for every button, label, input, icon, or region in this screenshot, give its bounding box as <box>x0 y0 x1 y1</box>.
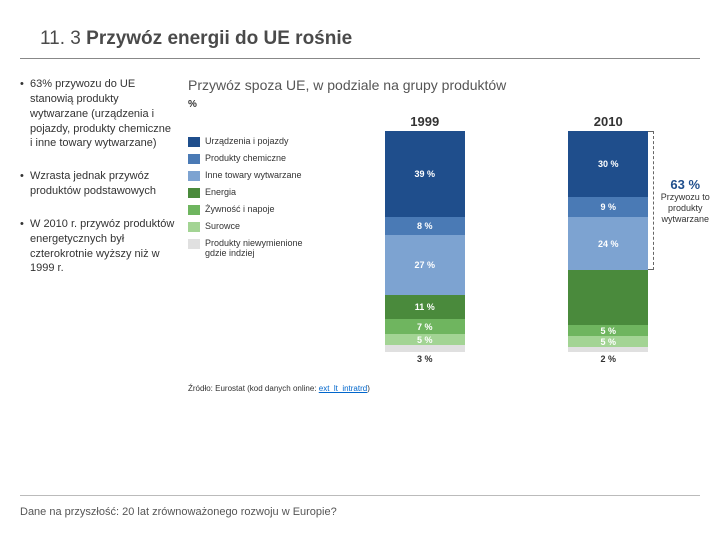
source-link[interactable]: ext_lt_intratrd <box>319 384 367 393</box>
bracket: 63 %Przywozu to produkty wytwarzane <box>648 131 654 270</box>
bullet-list: •63% przywozu do UE stanowią produkty wy… <box>20 77 188 393</box>
source-suffix: ) <box>367 384 370 393</box>
stacked-bar: 30 %9 %24 % 5 %5 % <box>568 131 648 352</box>
bar-segment: 30 % <box>568 131 648 197</box>
year-headers: 1999 2010 <box>333 114 700 129</box>
legend-item: Urządzenia i pojazdy <box>188 136 323 147</box>
title-text: Przywóz energii do UE rośnie <box>86 28 352 49</box>
bar-segment: 9 % <box>568 197 648 217</box>
page-title: 11. 3 Przywóz energii do UE rośnie <box>20 0 700 59</box>
legend-label: Energia <box>205 187 236 197</box>
legend-item: Żywność i napoje <box>188 204 323 215</box>
bar-column-1999: 39 %8 %27 %11 %7 %5 % 3 % <box>385 131 465 364</box>
bullet-text: 63% przywozu do UE stanowią produkty wyt… <box>30 77 176 151</box>
legend-label: Produkty chemiczne <box>205 153 286 163</box>
bar-column-2010: 30 %9 %24 %5 %5 %2 %63 %Przywozu to prod… <box>568 131 648 364</box>
bullet-text: W 2010 r. przywóz produktów energetyczny… <box>30 217 176 276</box>
bar-segment: 8 % <box>385 217 465 235</box>
legend-swatch <box>188 171 200 181</box>
stacked-bar: 39 %8 %27 %11 %7 %5 % <box>385 131 465 352</box>
source-line: Źródło: Eurostat (kod danych online: ext… <box>188 384 700 393</box>
bracket-annotation: 63 %Przywozu to produkty wytwarzane <box>658 177 712 225</box>
legend-swatch <box>188 137 200 147</box>
footer-text: Dane na przyszłość: 20 lat zrównoważoneg… <box>20 495 700 518</box>
legend: Urządzenia i pojazdy Produkty chemiczne In… <box>188 136 323 265</box>
stacked-bars: 39 %8 %27 %11 %7 %5 %3 %30 %9 %24 %5 %5 … <box>333 131 700 368</box>
legend-item: Inne towary wytwarzane <box>188 170 323 181</box>
legend-label: Urządzenia i pojazdy <box>205 136 289 146</box>
year-1999: 1999 <box>385 114 465 129</box>
bar-segment: 39 % <box>385 131 465 217</box>
bottom-label: 3 % <box>417 354 433 364</box>
legend-item: Produkty chemiczne <box>188 153 323 164</box>
bullet-2: •Wzrasta jednak przywóz produktów podsta… <box>20 169 176 199</box>
bar-segment: 11 % <box>385 295 465 319</box>
bar-segment: 24 % <box>568 217 648 270</box>
legend-label: Produkty niewymienione gdzie indziej <box>205 238 323 259</box>
legend-label: Inne towary wytwarzane <box>205 170 302 180</box>
legend-label: Surowce <box>205 221 240 231</box>
legend-item: Produkty niewymienione gdzie indziej <box>188 238 323 259</box>
legend-swatch <box>188 239 200 249</box>
legend-swatch <box>188 188 200 198</box>
bar-segment: 7 % <box>385 319 465 334</box>
bar-segment <box>568 347 648 352</box>
legend-item: Surowce <box>188 221 323 232</box>
y-axis-label: % <box>188 99 700 110</box>
bullet-3: •W 2010 r. przywóz produktów energetyczn… <box>20 217 176 276</box>
title-number: 11. 3 <box>40 28 81 49</box>
bar-segment <box>568 270 648 325</box>
legend-item: Energia <box>188 187 323 198</box>
bar-segment: 27 % <box>385 235 465 295</box>
bar-segment: 5 % <box>385 334 465 345</box>
legend-swatch <box>188 205 200 215</box>
bar-segment <box>385 345 465 352</box>
bullet-text: Wzrasta jednak przywóz produktów podstaw… <box>30 169 176 199</box>
legend-label: Żywność i napoje <box>205 204 275 214</box>
legend-swatch <box>188 222 200 232</box>
bar-segment: 5 % <box>568 325 648 336</box>
bottom-label: 2 % <box>600 354 616 364</box>
year-2010: 2010 <box>568 114 648 129</box>
bar-segment: 5 % <box>568 336 648 347</box>
legend-swatch <box>188 154 200 164</box>
source-prefix: Źródło: Eurostat (kod danych online: <box>188 384 319 393</box>
bullet-1: •63% przywozu do UE stanowią produkty wy… <box>20 77 176 151</box>
chart-title: Przywóz spoza UE, w podziale na grupy pr… <box>188 77 700 93</box>
